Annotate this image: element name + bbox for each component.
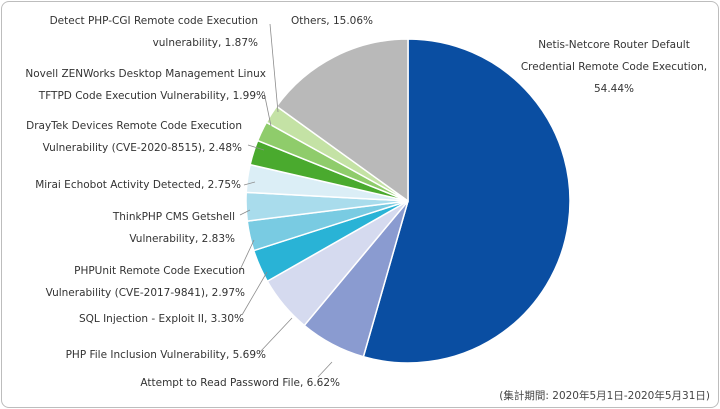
slice-label-line: Vulnerability, 2.83% [129, 233, 235, 245]
slice-label-9: Detect PHP-CGI Remote code Execution vuln… [50, 15, 258, 49]
slice-label-line: PHPUnit Remote Code Execution [74, 265, 245, 277]
leader-lines [238, 23, 333, 378]
slice-label-4: PHPUnit Remote Code Execution Vulnerabili… [46, 265, 245, 299]
leader-line-1 [317, 361, 333, 378]
slice-label-line: Others, 15.06% [291, 15, 373, 27]
leader-line-3 [241, 271, 268, 316]
slice-label-line: DrayTek Devices Remote Code Execution [26, 120, 242, 132]
slice-label-line: 54.44% [594, 83, 634, 95]
leader-line-2 [259, 317, 293, 353]
leader-line-7 [247, 144, 265, 151]
slice-label-line: Vulnerability (CVE-2017-9841), 2.97% [46, 287, 245, 299]
slice-label-10: Others, 15.06% [291, 15, 373, 27]
slice-label-line: Detect PHP-CGI Remote code Execution [50, 15, 258, 27]
pie-slice-0 [362, 38, 571, 364]
slice-label-line: TFTPD Code Execution Vulnerability, 1.99… [38, 90, 266, 102]
slice-label-0: Netis-Netcore Router Default Credential R… [521, 39, 707, 95]
slice-label-7: DrayTek Devices Remote Code Execution Vul… [26, 120, 242, 154]
slice-label-1: Attempt to Read Password File, 6.62% [140, 377, 340, 389]
leader-line-9 [269, 23, 279, 113]
leader-line-8 [263, 91, 272, 127]
slice-label-3: SQL Injection - Exploit II, 3.30% [79, 313, 244, 325]
slice-labels: Netis-Netcore Router Default Credential R… [25, 15, 707, 389]
slice-label-line: Netis-Netcore Router Default [538, 39, 690, 51]
slice-label-line: Attempt to Read Password File, 6.62% [140, 377, 340, 389]
slice-label-2: PHP File Inclusion Vulnerability, 5.69% [66, 349, 266, 361]
slice-label-8: Novell ZENWorks Desktop Management Linux… [25, 68, 266, 102]
slice-label-line: Credential Remote Code Execution, [521, 61, 707, 73]
slice-label-line: PHP File Inclusion Vulnerability, 5.69% [66, 349, 266, 361]
slice-label-line: Mirai Echobot Activity Detected, 2.75% [35, 179, 241, 191]
slice-label-line: SQL Injection - Exploit II, 3.30% [79, 313, 244, 325]
leader-line-6 [243, 181, 256, 186]
leader-line-4 [238, 239, 255, 273]
leader-line-5 [239, 209, 251, 216]
slice-label-line: Novell ZENWorks Desktop Management Linux [25, 68, 266, 80]
slice-label-line: ThinkPHP CMS Getshell [112, 211, 235, 223]
period-footnote: (集計期間: 2020年5月1日-2020年5月31日) [499, 389, 710, 402]
pie-slice-10 [275, 38, 409, 203]
slice-label-line: Vulnerability (CVE-2020-8515), 2.48% [43, 142, 242, 154]
pie-slices [245, 38, 571, 364]
slice-label-line: vulnerability, 1.87% [153, 37, 258, 49]
slice-label-5: ThinkPHP CMS Getshell Vulnerability, 2.83… [112, 211, 235, 245]
slice-label-6: Mirai Echobot Activity Detected, 2.75% [35, 179, 241, 191]
